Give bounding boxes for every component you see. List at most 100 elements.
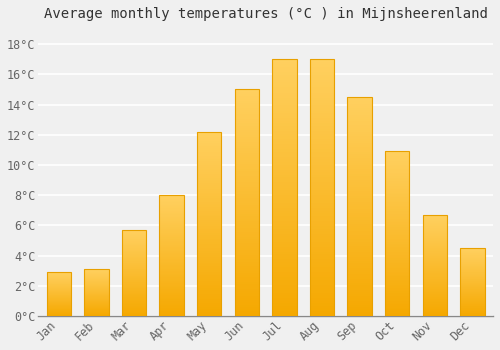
Bar [122, 292, 146, 293]
Bar [348, 117, 372, 119]
Bar [460, 278, 484, 279]
Bar [385, 222, 409, 224]
Bar [385, 283, 409, 285]
Bar [122, 285, 146, 286]
Bar [197, 285, 222, 287]
Bar [160, 229, 184, 230]
Bar [234, 287, 259, 289]
Bar [234, 246, 259, 248]
Bar [310, 306, 334, 308]
Bar [197, 266, 222, 268]
Bar [348, 264, 372, 266]
Bar [122, 304, 146, 305]
Bar [84, 298, 108, 299]
Bar [422, 299, 447, 300]
Bar [460, 302, 484, 303]
Bar [385, 181, 409, 183]
Bar [160, 280, 184, 281]
Bar [310, 195, 334, 198]
Bar [422, 227, 447, 228]
Bar [460, 313, 484, 314]
Bar [348, 211, 372, 213]
Bar [272, 211, 296, 213]
Bar [385, 270, 409, 272]
Bar [46, 315, 71, 316]
Bar [46, 296, 71, 297]
Bar [460, 284, 484, 285]
Bar [422, 238, 447, 239]
Bar [197, 135, 222, 137]
Bar [46, 310, 71, 311]
Bar [234, 230, 259, 232]
Bar [197, 220, 222, 222]
Bar [422, 218, 447, 219]
Bar [197, 274, 222, 275]
Bar [272, 249, 296, 252]
Bar [197, 137, 222, 139]
Bar [122, 258, 146, 259]
Bar [122, 238, 146, 239]
Bar [422, 302, 447, 303]
Bar [122, 276, 146, 277]
Bar [385, 168, 409, 169]
Bar [272, 201, 296, 203]
Bar [385, 293, 409, 295]
Bar [422, 270, 447, 271]
Bar [234, 293, 259, 296]
Bar [272, 182, 296, 185]
Bar [460, 311, 484, 312]
Bar [422, 232, 447, 233]
Bar [348, 231, 372, 233]
Bar [422, 285, 447, 286]
Bar [272, 229, 296, 231]
Bar [197, 246, 222, 248]
Bar [310, 167, 334, 170]
Bar [385, 214, 409, 216]
Bar [460, 299, 484, 300]
Bar [385, 186, 409, 188]
Bar [197, 288, 222, 290]
Bar [385, 262, 409, 263]
Bar [46, 275, 71, 276]
Bar [160, 273, 184, 274]
Bar [310, 182, 334, 185]
Bar [234, 284, 259, 287]
Bar [385, 288, 409, 290]
Bar [348, 112, 372, 114]
Bar [197, 191, 222, 192]
Bar [160, 269, 184, 270]
Bar [422, 250, 447, 251]
Bar [84, 277, 108, 278]
Bar [122, 274, 146, 275]
Bar [422, 235, 447, 236]
Bar [160, 299, 184, 300]
Bar [310, 113, 334, 116]
Bar [122, 232, 146, 233]
Bar [84, 315, 108, 316]
Bar [348, 296, 372, 299]
Bar [460, 261, 484, 262]
Bar [197, 198, 222, 200]
Bar [46, 295, 71, 296]
Bar [460, 259, 484, 260]
Bar [422, 253, 447, 254]
Bar [385, 303, 409, 304]
Bar [46, 292, 71, 293]
Bar [310, 103, 334, 105]
Bar [84, 288, 108, 289]
Bar [348, 259, 372, 261]
Bar [272, 221, 296, 224]
Bar [422, 257, 447, 258]
Bar [234, 291, 259, 293]
Bar [84, 290, 108, 291]
Bar [310, 265, 334, 267]
Bar [310, 118, 334, 121]
Bar [234, 304, 259, 307]
Bar [84, 279, 108, 280]
Bar [197, 202, 222, 204]
Bar [122, 314, 146, 315]
Bar [310, 95, 334, 98]
Bar [197, 156, 222, 158]
Bar [385, 298, 409, 300]
Bar [122, 280, 146, 281]
